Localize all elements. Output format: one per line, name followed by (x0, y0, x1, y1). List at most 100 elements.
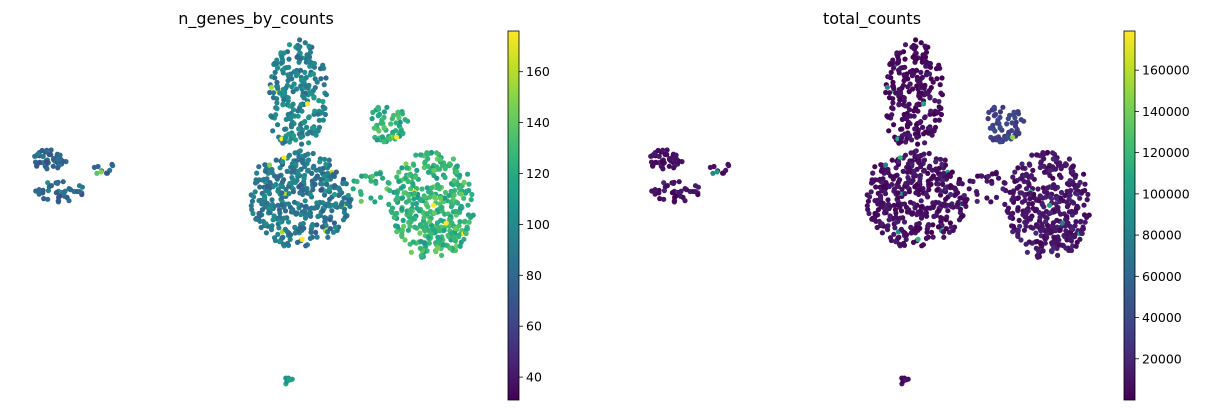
scatter-point (79, 184, 85, 190)
scatter-point (448, 231, 454, 237)
scatter-point (937, 156, 944, 162)
scatter-point (1024, 249, 1030, 255)
scatter-point (451, 178, 457, 184)
scatter-point (904, 169, 911, 175)
scatter-point (1047, 193, 1053, 199)
scatter-point (1010, 189, 1016, 196)
scatter-point (1032, 208, 1038, 214)
scatter-point (913, 148, 919, 154)
scatter-point (946, 172, 952, 178)
scatter-point (935, 224, 942, 230)
scatter-point (269, 114, 275, 120)
scatter-point (921, 168, 927, 174)
scatter-point (430, 202, 437, 208)
scatter-point (399, 165, 405, 171)
scatter-point (931, 213, 937, 220)
scatter-point (270, 95, 277, 101)
scatter-point (291, 199, 298, 205)
scatter-point (937, 82, 943, 88)
scatter-point (398, 128, 404, 134)
scatter-point (868, 189, 874, 195)
scatter-point (1052, 228, 1059, 234)
scatter-point (904, 115, 910, 121)
scatter-point (936, 62, 942, 68)
scatter-point (936, 208, 942, 214)
scatter-point (302, 204, 308, 210)
scatter-point (302, 40, 308, 46)
scatter-point (323, 161, 329, 167)
scatter-point (656, 190, 662, 196)
scatter-point (377, 194, 384, 200)
scatter-point (54, 180, 61, 186)
scatter-point (930, 222, 936, 228)
scatter-point (104, 170, 110, 176)
scatter-point (905, 174, 911, 181)
scatter-point (1068, 238, 1074, 244)
scatter-point (439, 252, 445, 258)
scatter-point (896, 87, 902, 93)
scatter-point (278, 219, 284, 225)
scatter-point (327, 217, 333, 223)
scatter-point (1018, 237, 1024, 243)
scatter-point (671, 165, 677, 171)
scatter-point (432, 229, 438, 235)
colorbar-tick-label: 100000 (1142, 186, 1190, 201)
scatter-point (887, 213, 893, 219)
scatter-point (904, 122, 911, 128)
scatter-point (906, 189, 913, 195)
scatter-point (296, 126, 302, 132)
scatter-point (271, 213, 277, 219)
scatter-point (293, 161, 299, 167)
scatter-point (310, 165, 316, 171)
colorbar-tick-label: 140000 (1142, 104, 1190, 119)
scatter-point (928, 85, 934, 91)
scatter-point (280, 70, 286, 76)
scatter-point (317, 166, 323, 172)
scatter-point (290, 189, 296, 195)
scatter-point (303, 74, 309, 81)
scatter-point (287, 236, 293, 242)
scatter-point (906, 107, 913, 113)
scatter-point (1012, 169, 1018, 175)
scatter-point (294, 177, 300, 183)
scatter-point (417, 230, 423, 236)
scatter-point (943, 196, 949, 202)
scatter-point (1034, 152, 1040, 158)
scatter-point (905, 376, 911, 382)
scatter-point (1041, 156, 1047, 162)
scatter-point (1081, 171, 1087, 177)
scatter-point (885, 201, 892, 207)
scatter-point (309, 205, 315, 211)
scatter-point (1004, 121, 1010, 127)
scatter-point (250, 210, 256, 217)
scatter-point (303, 243, 309, 249)
scatter-point (368, 195, 374, 201)
scatter-point (441, 227, 447, 233)
scatter-point (902, 191, 908, 197)
scatter-point (1053, 166, 1059, 172)
scatter-point (963, 203, 969, 209)
scatter-point (275, 202, 281, 208)
scatter-point (284, 168, 290, 174)
scatter-point (332, 183, 338, 189)
scatter-point (437, 184, 443, 190)
scatter-point (41, 196, 47, 202)
scatter-point (399, 111, 406, 117)
scatter-point (940, 181, 946, 187)
scatter-point (670, 180, 677, 186)
scatter-point (659, 159, 666, 165)
scatter-point (1021, 227, 1027, 233)
scatter-point (905, 165, 912, 171)
scatter-point (303, 214, 309, 220)
scatter-point (370, 109, 376, 115)
scatter-point (318, 187, 324, 193)
scatter-point (904, 232, 910, 238)
scatter-point (1052, 240, 1058, 246)
scatter-point (864, 203, 870, 209)
scatter-point (305, 157, 312, 163)
scatter-point (312, 108, 318, 114)
scatter-point (442, 189, 449, 196)
scatter-point (457, 243, 463, 249)
scatter-point (1059, 220, 1065, 226)
scatter-point (1028, 224, 1034, 230)
